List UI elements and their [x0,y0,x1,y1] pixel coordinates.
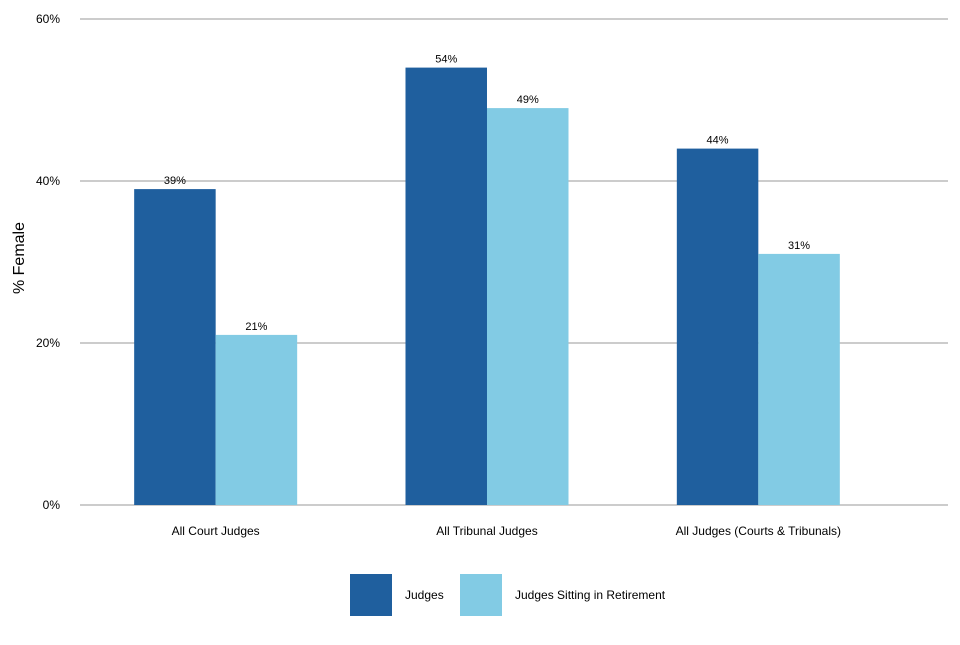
bar-judges-sitting-in-retirement [215,334,298,505]
legend-label: Judges [405,588,444,602]
data-label: 49% [517,94,539,106]
data-label: 54% [435,54,457,66]
bar-judges-sitting-in-retirement [486,108,569,505]
bar-judges [676,148,759,505]
x-category-label: All Court Judges [172,524,260,538]
y-tick-label: 60% [36,12,60,26]
y-axis-title: % Female [11,222,28,294]
bars [134,67,840,505]
bar-judges [134,189,216,505]
y-axis-ticks: 0% 20% 40% 60% [36,12,60,512]
legend-label: Judges Sitting in Retirement [515,588,666,602]
y-tick-label: 40% [36,174,60,188]
data-label: 21% [245,321,267,333]
y-tick-label: 20% [36,336,60,350]
legend-swatch [460,574,502,616]
data-labels: 39% 21% 54% 49% 44% 31% [164,54,810,333]
y-tick-label: 0% [43,498,61,512]
bar-judges [405,67,487,505]
x-axis-categories: All Court Judges All Tribunal Judges All J… [172,524,841,538]
bar-judges-sitting-in-retirement [758,253,840,505]
x-category-label: All Judges (Courts & Tribunals) [676,524,841,538]
data-label: 39% [164,175,186,187]
legend-swatch [350,574,392,616]
x-category-label: All Tribunal Judges [436,524,537,538]
data-label: 31% [788,240,810,252]
legend: Judges Judges Sitting in Retirement [350,574,666,616]
data-label: 44% [707,135,729,147]
